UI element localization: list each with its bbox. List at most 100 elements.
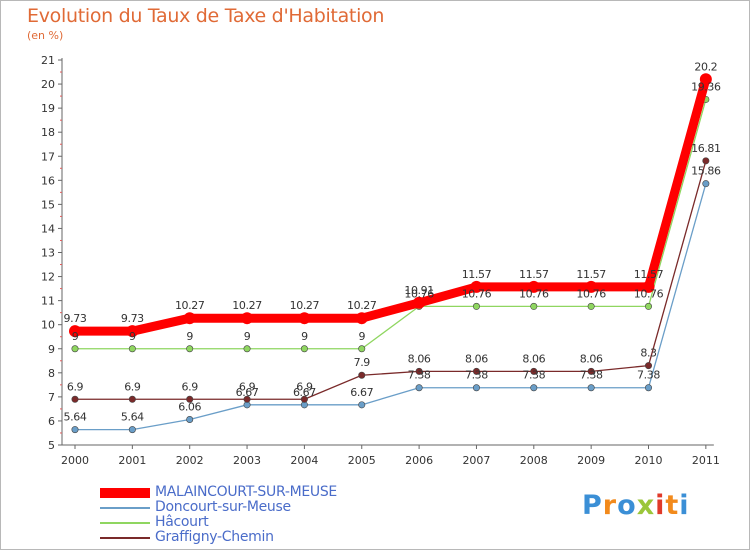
data-label: 8.06	[522, 352, 545, 365]
data-label: 6.9	[124, 380, 141, 393]
data-label: 7.38	[522, 369, 545, 382]
data-label: 10.76	[634, 287, 664, 300]
data-point	[527, 280, 540, 293]
data-point	[128, 345, 136, 353]
data-label: 8.06	[408, 352, 431, 365]
data-point	[298, 312, 311, 325]
data-label: 10.27	[232, 299, 262, 312]
data-label: 16.81	[691, 142, 721, 155]
legend-label: Hâcourt	[155, 514, 209, 530]
legend-label: Doncourt-sur-Meuse	[155, 499, 291, 515]
logo-letter: r	[602, 490, 618, 521]
data-point	[71, 395, 79, 403]
data-label: 11.57	[519, 268, 549, 281]
x-tick-label: 2008	[520, 454, 548, 467]
data-point	[644, 362, 652, 370]
y-tick-label: 16	[41, 174, 55, 187]
data-point	[183, 312, 196, 325]
data-label: 10.76	[404, 287, 434, 300]
data-point	[358, 345, 366, 353]
y-tick-label: 21	[41, 54, 55, 67]
data-point	[243, 345, 251, 353]
legend-item: Hâcourt	[100, 515, 400, 530]
x-tick-label: 2005	[348, 454, 376, 467]
data-label: 10.27	[175, 299, 205, 312]
data-label: 10.27	[347, 299, 377, 312]
data-point	[300, 395, 308, 403]
data-label: 5.64	[64, 411, 87, 424]
y-tick-label: 13	[41, 247, 55, 260]
y-tick-label: 5	[48, 439, 55, 452]
logo-letter: P	[582, 490, 603, 521]
y-tick-label: 11	[41, 295, 55, 308]
data-label: 6.9	[296, 380, 313, 393]
logo-letter: t	[665, 490, 680, 521]
x-tick-label: 2004	[290, 454, 318, 467]
data-point	[472, 367, 480, 375]
series-line-0	[70, 74, 711, 336]
data-point	[243, 395, 251, 403]
y-tick-label: 15	[41, 198, 55, 211]
data-label: 9	[301, 330, 308, 343]
data-label: 20.2	[694, 60, 717, 73]
data-label: 6.67	[236, 386, 259, 399]
data-point	[530, 384, 538, 392]
data-point	[186, 395, 194, 403]
data-label: 10.27	[290, 299, 320, 312]
data-label: 10.76	[576, 287, 606, 300]
data-point	[126, 325, 139, 338]
data-point	[128, 395, 136, 403]
data-point	[300, 345, 308, 353]
data-label: 15.86	[691, 165, 721, 178]
data-label: 9	[244, 330, 251, 343]
data-label: 10.91	[404, 284, 434, 297]
data-point	[702, 157, 710, 165]
data-label: 7.38	[637, 369, 660, 382]
data-label: 6.06	[178, 400, 201, 413]
data-label: 9.73	[121, 312, 144, 325]
legend-swatch	[100, 507, 150, 509]
legend-swatch	[100, 537, 150, 539]
logo-letter: x	[636, 490, 656, 521]
data-label: 7.38	[408, 369, 431, 382]
data-label: 9.73	[64, 312, 87, 325]
data-label: 11.57	[462, 268, 492, 281]
data-label: 9	[72, 330, 79, 343]
data-point	[472, 384, 480, 392]
chart-title: Evolution du Taux de Taxe d'Habitation	[27, 5, 385, 27]
data-label: 6.9	[67, 380, 84, 393]
y-tick-label: 9	[48, 343, 55, 356]
x-tick-label: 2011	[692, 454, 720, 467]
line-chart: 5 6 7 8 9 10 11 12 13 14 15 16 17 18 19 20 21 2000 2001 200…	[41, 54, 721, 467]
x-tick-label: 2001	[118, 454, 146, 467]
y-tick-label: 10	[41, 319, 55, 332]
data-label: 7.9	[354, 356, 371, 369]
data-label: 6.9	[182, 380, 199, 393]
data-label: 6.9	[239, 380, 256, 393]
data-point	[644, 302, 652, 310]
data-point	[358, 401, 366, 409]
data-point	[415, 384, 423, 392]
data-label: 5.64	[121, 411, 144, 424]
legend-swatch	[100, 522, 150, 524]
chart-unit-subtitle: (en %)	[27, 29, 64, 42]
data-point	[470, 280, 483, 293]
data-point	[415, 367, 423, 375]
series-line-1	[74, 183, 707, 431]
data-label: 10.76	[519, 287, 549, 300]
data-label: 9	[358, 330, 365, 343]
data-point	[702, 180, 710, 188]
x-tick-label: 2007	[462, 454, 490, 467]
legend-label: Graffigny-Chemin	[155, 529, 274, 545]
logo-letter: o	[617, 490, 637, 521]
data-point	[71, 345, 79, 353]
legend-label: MALAINCOURT-SUR-MEUSE	[155, 484, 337, 500]
data-label: 9	[186, 330, 193, 343]
x-tick-label: 2006	[405, 454, 433, 467]
data-label: 6.67	[293, 386, 316, 399]
data-point	[644, 384, 652, 392]
y-tick-label: 12	[41, 271, 55, 284]
x-tick-label: 2002	[176, 454, 204, 467]
x-tick-label: 2000	[61, 454, 89, 467]
